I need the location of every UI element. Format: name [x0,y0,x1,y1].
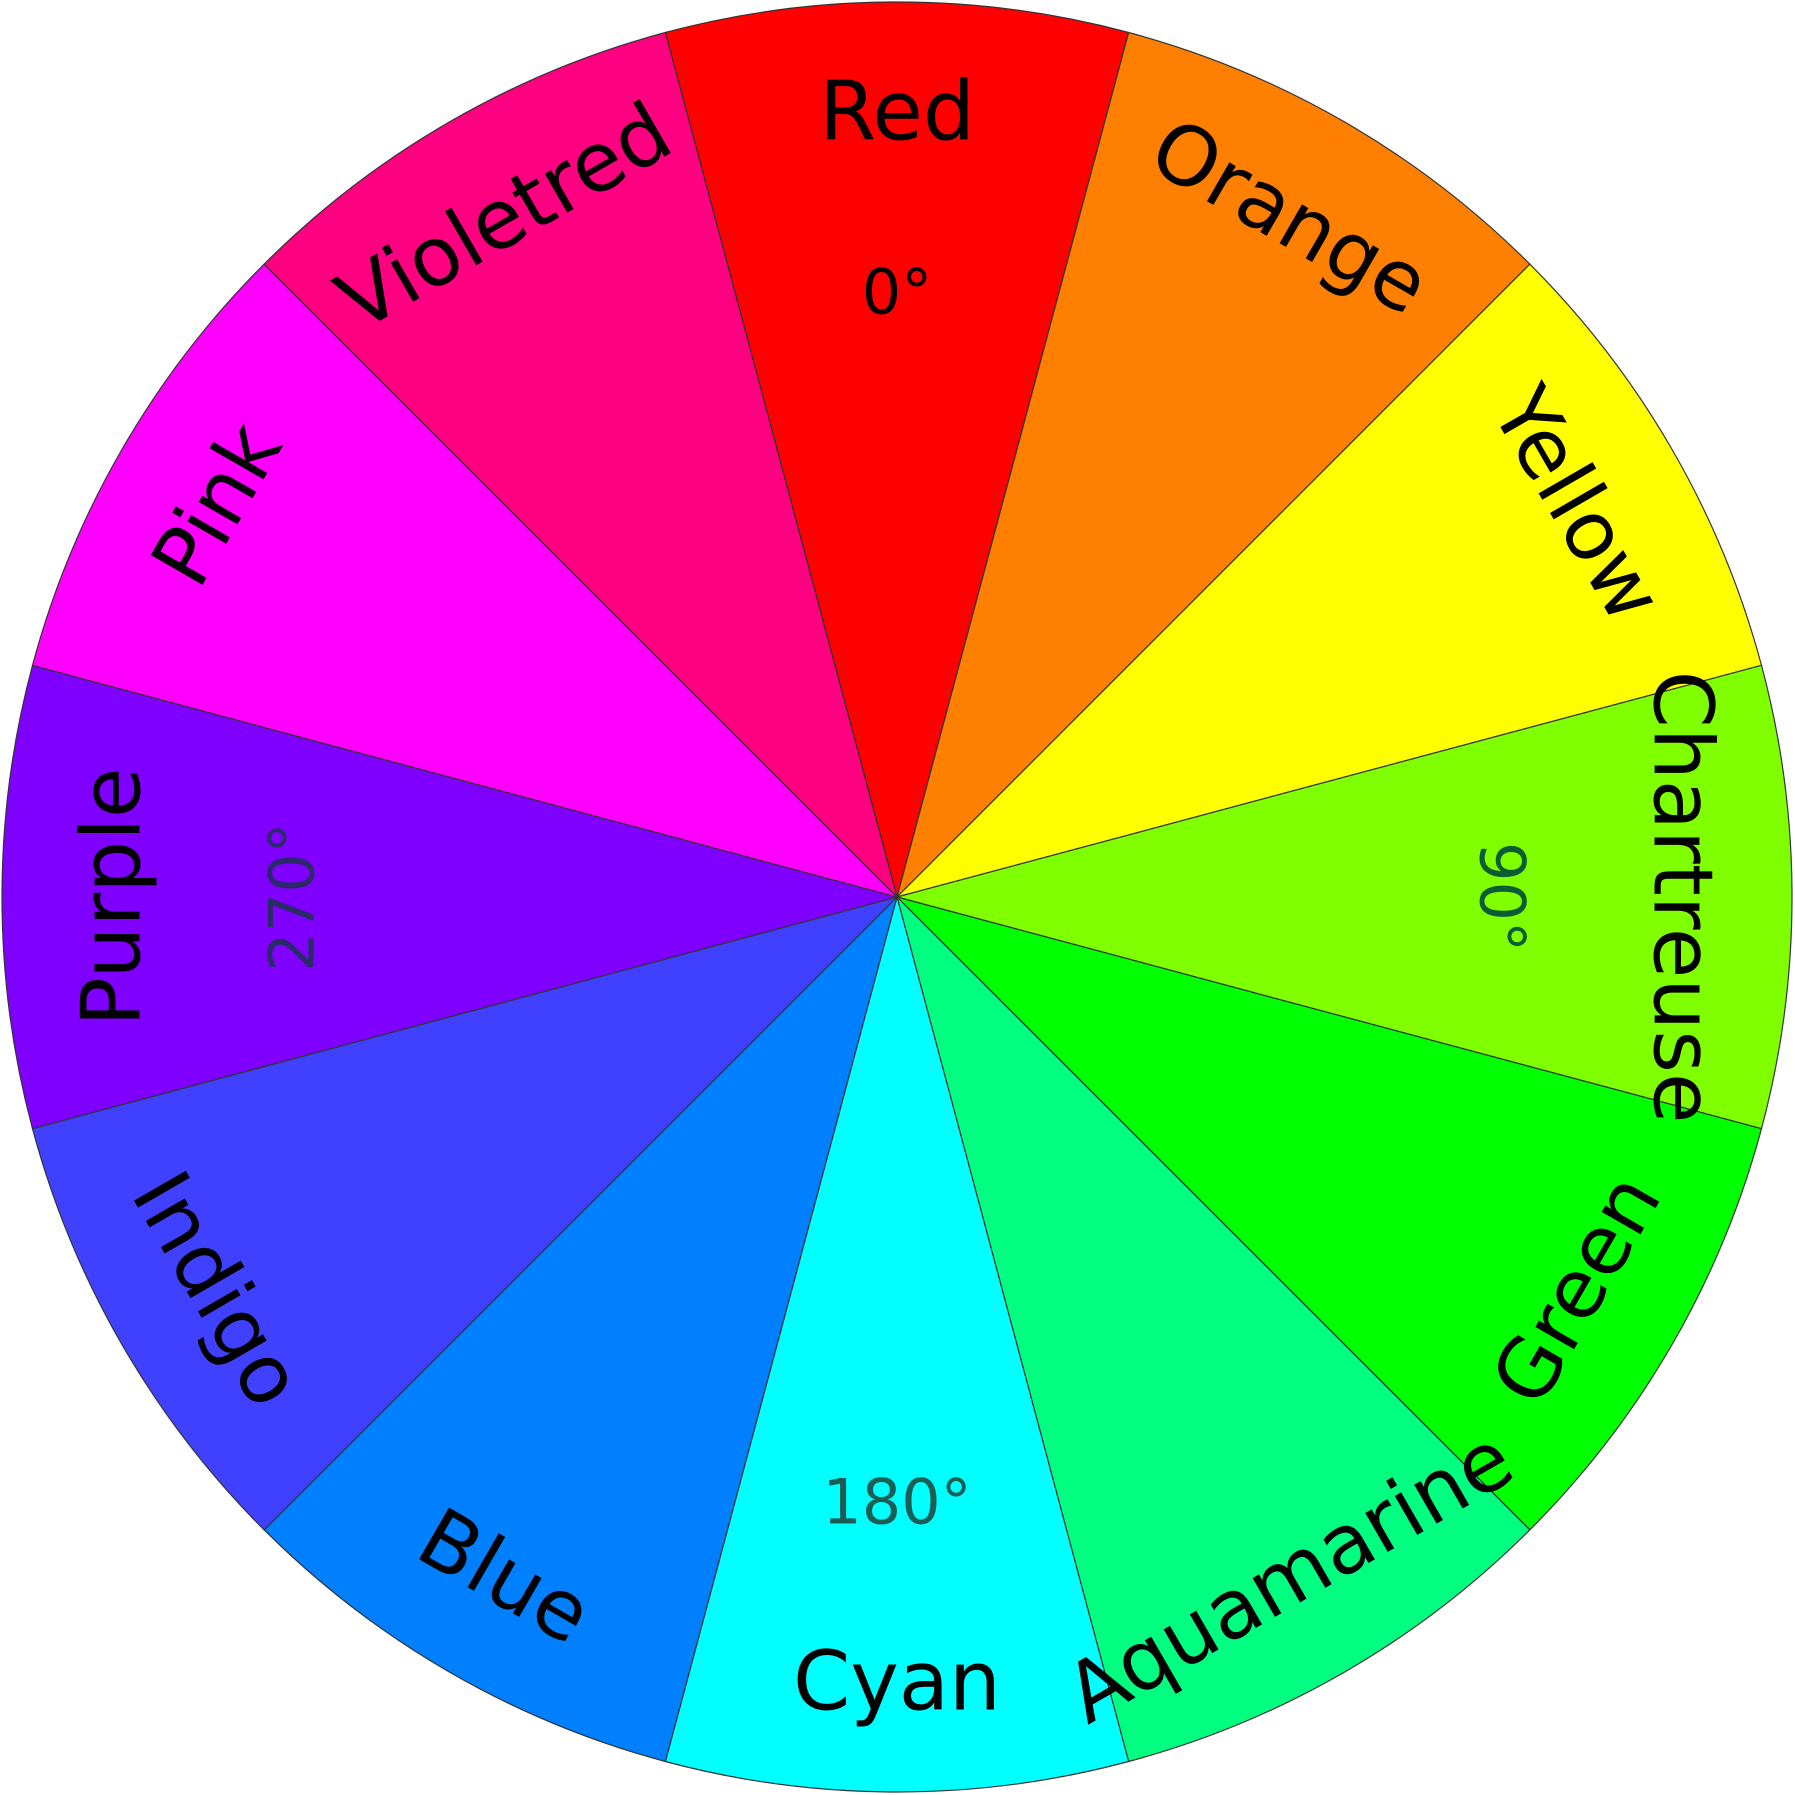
segment-red [664,1,1130,900]
angle-mark-purple: 270° [256,822,329,971]
segment-pink [31,263,900,899]
segment-green [894,895,1763,1531]
segment-orange [895,31,1531,900]
label-chartreuse: Chartreuse [1635,671,1730,1124]
angle-mark-chartreuse: 90° [1466,842,1539,952]
segment-yellow [894,263,1763,899]
segment-chartreuse [894,664,1793,1130]
label-cyan: Cyan [793,1635,1001,1730]
segment-indigo [31,895,900,1531]
segment-cyan [664,894,1130,1793]
segment-blue [263,894,899,1763]
segment-purple [1,664,900,1130]
label-red: Red [819,65,975,160]
label-purple: Purple [65,768,160,1027]
segment-violetred [263,31,899,900]
angle-mark-red: 0° [862,256,932,329]
segment-aquamarine [895,894,1531,1763]
angle-mark-cyan: 180° [822,1466,971,1539]
